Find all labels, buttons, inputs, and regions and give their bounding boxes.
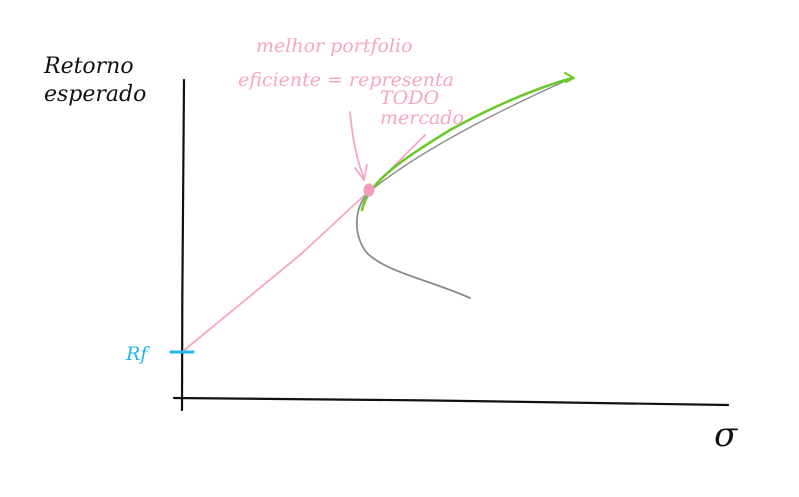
market-portfolio-point	[363, 183, 375, 197]
y-axis-label-line2: esperado	[44, 82, 146, 107]
annotation-arrow	[349, 111, 365, 179]
y-axis-label-line1: Retorno	[43, 54, 134, 79]
capital-market-line	[181, 134, 426, 353]
annotation-arrowhead	[354, 164, 368, 181]
y-axis	[180, 78, 186, 412]
annotation-line1: melhor portfolio	[256, 35, 413, 57]
rf-label: Rf	[125, 343, 150, 365]
min-variance-frontier	[355, 191, 471, 299]
efficient-frontier-arrowhead	[564, 72, 575, 83]
x-axis-label: σ	[714, 415, 738, 455]
annotation-line3: TODO	[380, 87, 439, 109]
x-axis	[172, 396, 730, 407]
upper-frontier	[368, 77, 573, 193]
annotation-line4: mercado	[380, 107, 464, 129]
annotation-line2: eficiente = representa	[238, 69, 454, 91]
efficient-frontier	[360, 76, 574, 212]
